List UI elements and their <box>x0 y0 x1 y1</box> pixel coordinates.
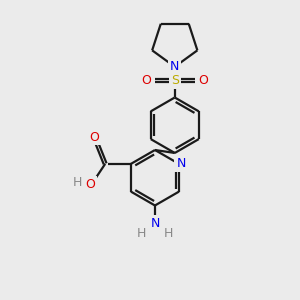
Text: N: N <box>176 158 186 170</box>
Text: H: H <box>73 176 82 189</box>
Text: O: O <box>141 74 151 87</box>
Text: S: S <box>171 74 179 87</box>
Text: O: O <box>199 74 208 87</box>
Text: O: O <box>85 178 95 191</box>
Text: N: N <box>170 60 179 73</box>
Text: O: O <box>89 130 99 144</box>
Text: H: H <box>136 227 146 240</box>
Text: H: H <box>164 227 173 240</box>
Text: N: N <box>150 217 160 230</box>
